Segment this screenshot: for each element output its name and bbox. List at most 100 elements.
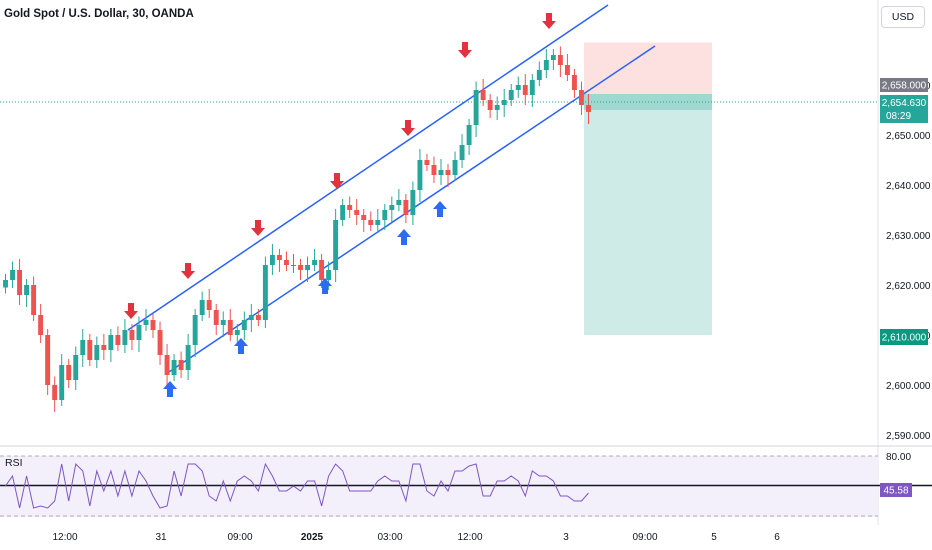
target-price-tag: 2,610.000 [880, 329, 928, 345]
candle [94, 336, 100, 368]
up-arrow-icon [234, 338, 248, 354]
candle [298, 259, 303, 280]
down-arrow-icon [458, 42, 472, 58]
down-arrow-icon [251, 220, 265, 236]
current-price-tag: 2,654.630 08:29 [880, 95, 928, 123]
candle [255, 309, 261, 326]
candle [122, 319, 128, 353]
candle [108, 329, 114, 362]
time-tick-label: 12:00 [52, 532, 77, 543]
take-profit-zone [584, 95, 712, 335]
candle [382, 204, 388, 230]
candle [354, 199, 360, 225]
entry-price-tag: 2,658.000 [880, 78, 928, 92]
candle [291, 254, 296, 273]
rsi-upper-label: 80.00 [886, 452, 911, 463]
rsi-value-label: 45.58 [883, 486, 908, 497]
candle [522, 74, 528, 105]
candle [417, 149, 423, 202]
candle [571, 69, 577, 98]
up-arrow-icon [318, 278, 332, 294]
entry-price-label: 2,658.000 [882, 81, 927, 92]
up-arrow-icon [433, 201, 447, 217]
candles [3, 46, 591, 412]
chart-title: Gold Spot / U.S. Dollar, 30, OANDA [4, 8, 194, 20]
swing-markers [124, 13, 556, 397]
candle [579, 81, 584, 115]
candle [340, 199, 346, 226]
candle [543, 49, 549, 78]
time-tick-label: 6 [774, 532, 780, 543]
candle [515, 76, 521, 98]
time-tick-label: 3 [563, 532, 569, 543]
candle [375, 209, 381, 233]
countdown-label: 08:29 [886, 111, 911, 122]
candle [564, 54, 570, 81]
candle [185, 334, 191, 380]
candle [143, 309, 149, 331]
candle [150, 314, 156, 338]
time-tick-label: 31 [155, 532, 167, 543]
time-tick-label: 2025 [301, 532, 324, 543]
candle [178, 351, 184, 378]
candle [24, 279, 30, 307]
candle [10, 261, 15, 288]
candle [445, 164, 451, 187]
time-axis: 12:00 31 09:00 2025 03:00 12:00 3 09:00 5 6 [52, 532, 780, 543]
candle [494, 96, 500, 120]
price-axis: 2,660.0002,650.0002,640.0002,630.0002,62… [886, 81, 931, 442]
price-tick-label: 2,620.000 [886, 281, 931, 292]
candle [284, 251, 289, 271]
time-tick-label: 5 [711, 532, 717, 543]
candle [557, 46, 563, 77]
time-tick-label: 09:00 [632, 532, 657, 543]
candle [192, 309, 198, 357]
candle [213, 304, 219, 335]
candle [38, 304, 44, 343]
candle [129, 324, 135, 350]
candle [66, 359, 72, 388]
time-tick-label: 03:00 [377, 532, 402, 543]
candle [501, 89, 507, 117]
candle [410, 181, 416, 225]
candle [262, 256, 268, 328]
candle [452, 151, 458, 181]
candle [529, 74, 535, 107]
candle [508, 84, 514, 106]
candle [361, 209, 367, 232]
time-tick-label: 12:00 [457, 532, 482, 543]
candle [403, 194, 409, 223]
candle [206, 289, 212, 318]
candle [269, 244, 275, 275]
candle [276, 249, 282, 272]
price-tick-label: 2,650.000 [886, 131, 931, 142]
up-arrow-icon [163, 381, 177, 397]
candle [333, 209, 339, 282]
candle [248, 304, 254, 332]
candle [115, 326, 121, 351]
target-price-label: 2,610.000 [882, 333, 927, 344]
candle [241, 311, 247, 340]
down-arrow-icon [181, 263, 195, 279]
candle [586, 94, 591, 124]
candle [487, 94, 493, 118]
candle [536, 61, 542, 86]
down-arrow-icon [124, 303, 138, 319]
down-arrow-icon [401, 120, 415, 136]
trend-channel [127, 4, 656, 375]
candle [136, 316, 142, 352]
candle [312, 249, 318, 271]
candle [368, 211, 374, 231]
candle [157, 321, 163, 365]
time-tick-label: 09:00 [227, 532, 252, 543]
candle [87, 334, 93, 366]
candle [80, 329, 86, 367]
channel-upper-line [127, 4, 609, 331]
rsi-pane: RSI 80.00 45.58 [0, 452, 932, 517]
candle [473, 81, 479, 137]
currency-selector[interactable]: USD [881, 6, 925, 28]
candle [59, 354, 65, 406]
candle [171, 354, 177, 381]
candle [550, 49, 556, 70]
